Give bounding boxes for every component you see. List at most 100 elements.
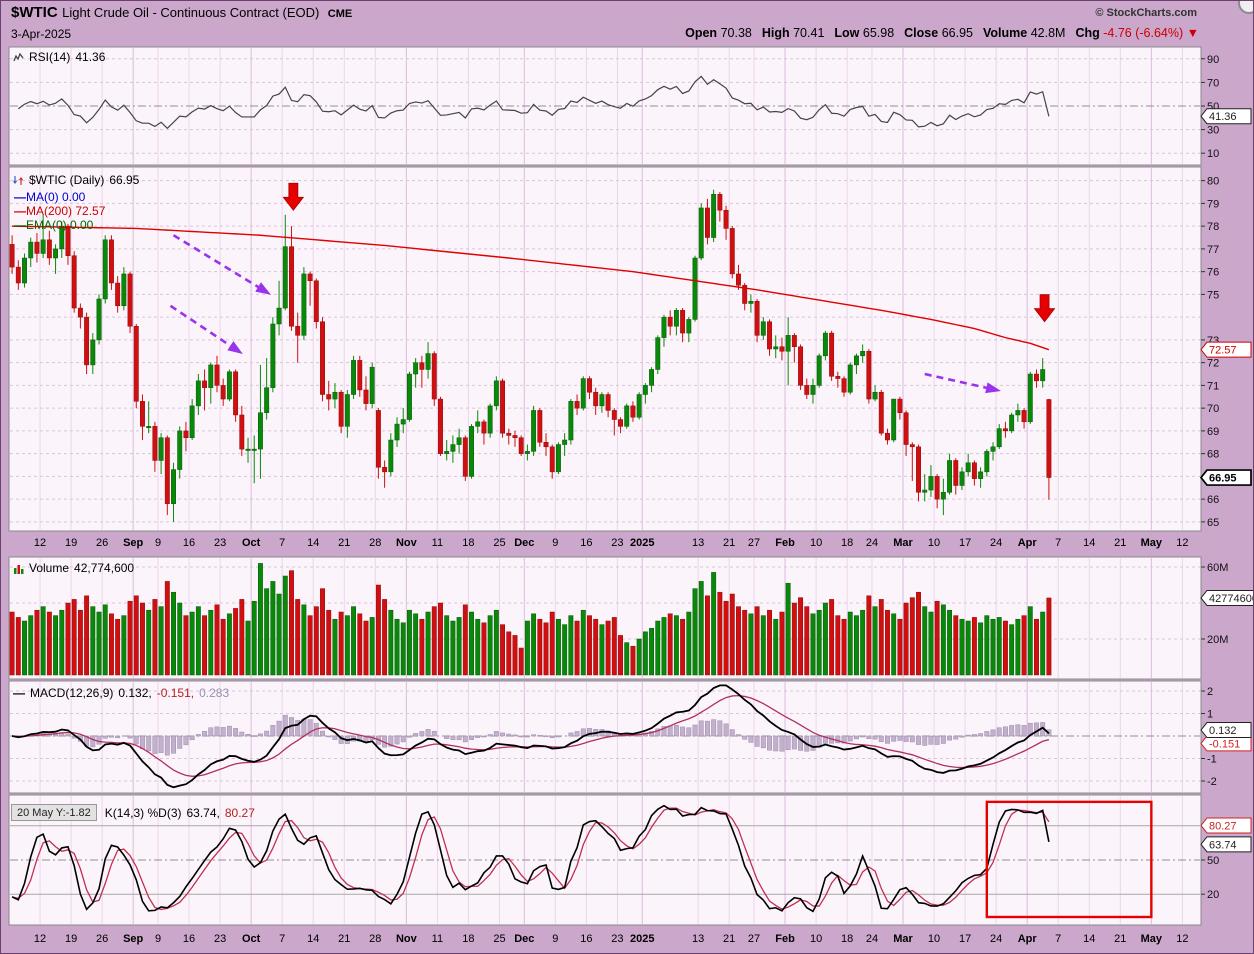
svg-text:7: 7 xyxy=(279,537,285,549)
price-indicator-icon xyxy=(13,175,23,185)
svg-text:Feb: Feb xyxy=(775,933,795,945)
svg-text:24: 24 xyxy=(990,537,1002,549)
svg-text:20: 20 xyxy=(1207,889,1219,901)
exchange-label: CME xyxy=(327,8,353,20)
svg-text:21: 21 xyxy=(1114,537,1126,549)
quote-open: Open 70.38 xyxy=(685,26,752,40)
svg-text:May: May xyxy=(1141,537,1163,549)
stoch-legend-label: K(14,3) %D(3) xyxy=(104,805,182,820)
rsi-legend-value: 41.36 xyxy=(75,50,106,64)
svg-text:66.95: 66.95 xyxy=(1209,473,1237,485)
svg-text:41.36: 41.36 xyxy=(1209,111,1237,123)
svg-text:-2: -2 xyxy=(1207,776,1217,788)
svg-text:24: 24 xyxy=(866,933,878,945)
svg-text:Mar: Mar xyxy=(893,537,913,549)
chart-title: Light Crude Oil - Continuous Contract (E… xyxy=(62,5,320,20)
svg-text:28: 28 xyxy=(369,933,381,945)
svg-text:9: 9 xyxy=(552,933,558,945)
volume-legend-label: Volume xyxy=(29,561,70,575)
svg-text:18: 18 xyxy=(841,933,853,945)
svg-text:77: 77 xyxy=(1207,244,1219,256)
svg-text:9: 9 xyxy=(552,537,558,549)
axis-value-box xyxy=(1200,817,1252,834)
chart-date: 3-Apr-2025 xyxy=(11,27,72,41)
svg-text:21: 21 xyxy=(723,933,735,945)
svg-text:21: 21 xyxy=(723,537,735,549)
svg-text:16: 16 xyxy=(183,537,195,549)
svg-text:12: 12 xyxy=(1176,933,1188,945)
svg-text:23: 23 xyxy=(611,537,623,549)
svg-text:10: 10 xyxy=(1207,148,1219,160)
macd-value: 0.132, xyxy=(118,686,152,700)
svg-text:21: 21 xyxy=(338,933,350,945)
svg-text:26: 26 xyxy=(96,933,108,945)
svg-text:75: 75 xyxy=(1207,289,1219,301)
svg-text:7: 7 xyxy=(279,933,285,945)
overlay-ema0: —EMA(0) 0.00 xyxy=(14,218,94,232)
stoch-d-line xyxy=(11,807,1050,911)
svg-text:19: 19 xyxy=(65,537,77,549)
svg-text:10: 10 xyxy=(810,933,822,945)
svg-text:10: 10 xyxy=(928,537,940,549)
rsi-line xyxy=(17,75,1050,130)
stoch-d-value: 80.27 xyxy=(224,805,255,820)
purple-arrowhead xyxy=(985,382,1002,394)
svg-text:66: 66 xyxy=(1207,494,1219,506)
purple-dashed-arrow-annotation xyxy=(169,304,240,353)
overlay-ma0: —MA(0) 0.00 xyxy=(14,190,86,204)
svg-text:10: 10 xyxy=(928,933,940,945)
svg-text:14: 14 xyxy=(307,933,319,945)
svg-text:17: 17 xyxy=(959,933,971,945)
svg-text:72.57: 72.57 xyxy=(1209,345,1237,357)
red-down-arrow-annotation xyxy=(1033,294,1056,323)
stoch-k-value: 63.74, xyxy=(186,805,220,820)
axis-value-box xyxy=(1200,341,1252,358)
stoch-highlight-rect xyxy=(985,800,1153,919)
svg-text:65: 65 xyxy=(1207,517,1219,529)
quote-close: Close 66.95 xyxy=(904,26,973,40)
svg-text:70: 70 xyxy=(1207,77,1219,89)
svg-text:7: 7 xyxy=(1055,537,1061,549)
quote-low: Low 65.98 xyxy=(834,26,895,40)
volume-legend-value: 42,774,600 xyxy=(74,561,135,575)
axis-value-box xyxy=(1200,589,1253,606)
stoch-k-line xyxy=(11,804,1050,913)
svg-text:72: 72 xyxy=(1207,358,1219,370)
svg-text:14: 14 xyxy=(1083,537,1095,549)
svg-text:11: 11 xyxy=(432,537,443,549)
chart-header: $WTIC Light Crude Oil - Continuous Contr… xyxy=(11,4,352,22)
svg-text:2025: 2025 xyxy=(630,933,654,945)
svg-text:13: 13 xyxy=(692,537,704,549)
svg-text:10: 10 xyxy=(810,537,822,549)
svg-text:Sep: Sep xyxy=(123,933,143,945)
svg-text:18: 18 xyxy=(841,537,853,549)
purple-dashed-arrow-annotation xyxy=(924,372,997,392)
svg-text:21: 21 xyxy=(338,537,350,549)
svg-text:63.74: 63.74 xyxy=(1209,839,1237,851)
svg-text:23: 23 xyxy=(214,537,226,549)
svg-text:71: 71 xyxy=(1207,380,1219,392)
svg-text:23: 23 xyxy=(611,933,623,945)
quote-change: Chg -4.76 (-6.64%) ▼ xyxy=(1075,26,1199,40)
svg-text:30: 30 xyxy=(1207,125,1219,137)
red-down-arrow-annotation xyxy=(282,182,305,211)
svg-text:90: 90 xyxy=(1207,54,1219,66)
volume-indicator-icon xyxy=(14,564,24,574)
svg-text:28: 28 xyxy=(369,537,381,549)
svg-text:79: 79 xyxy=(1207,198,1219,210)
svg-text:2: 2 xyxy=(1207,686,1213,698)
macd-series xyxy=(11,684,1052,789)
svg-text:Apr: Apr xyxy=(1018,933,1038,945)
floating-widget-icon[interactable] xyxy=(1238,1,1253,14)
svg-text:19: 19 xyxy=(65,933,77,945)
svg-text:16: 16 xyxy=(580,537,592,549)
axis-value-box xyxy=(1200,836,1252,853)
svg-text:18: 18 xyxy=(462,537,474,549)
svg-text:May: May xyxy=(1141,933,1163,945)
svg-text:Sep: Sep xyxy=(123,537,143,549)
svg-text:80: 80 xyxy=(1207,176,1219,188)
quote-bar: Open 70.38 High 70.41 Low 65.98 Close 66… xyxy=(685,26,1199,40)
svg-text:Apr: Apr xyxy=(1018,537,1038,549)
